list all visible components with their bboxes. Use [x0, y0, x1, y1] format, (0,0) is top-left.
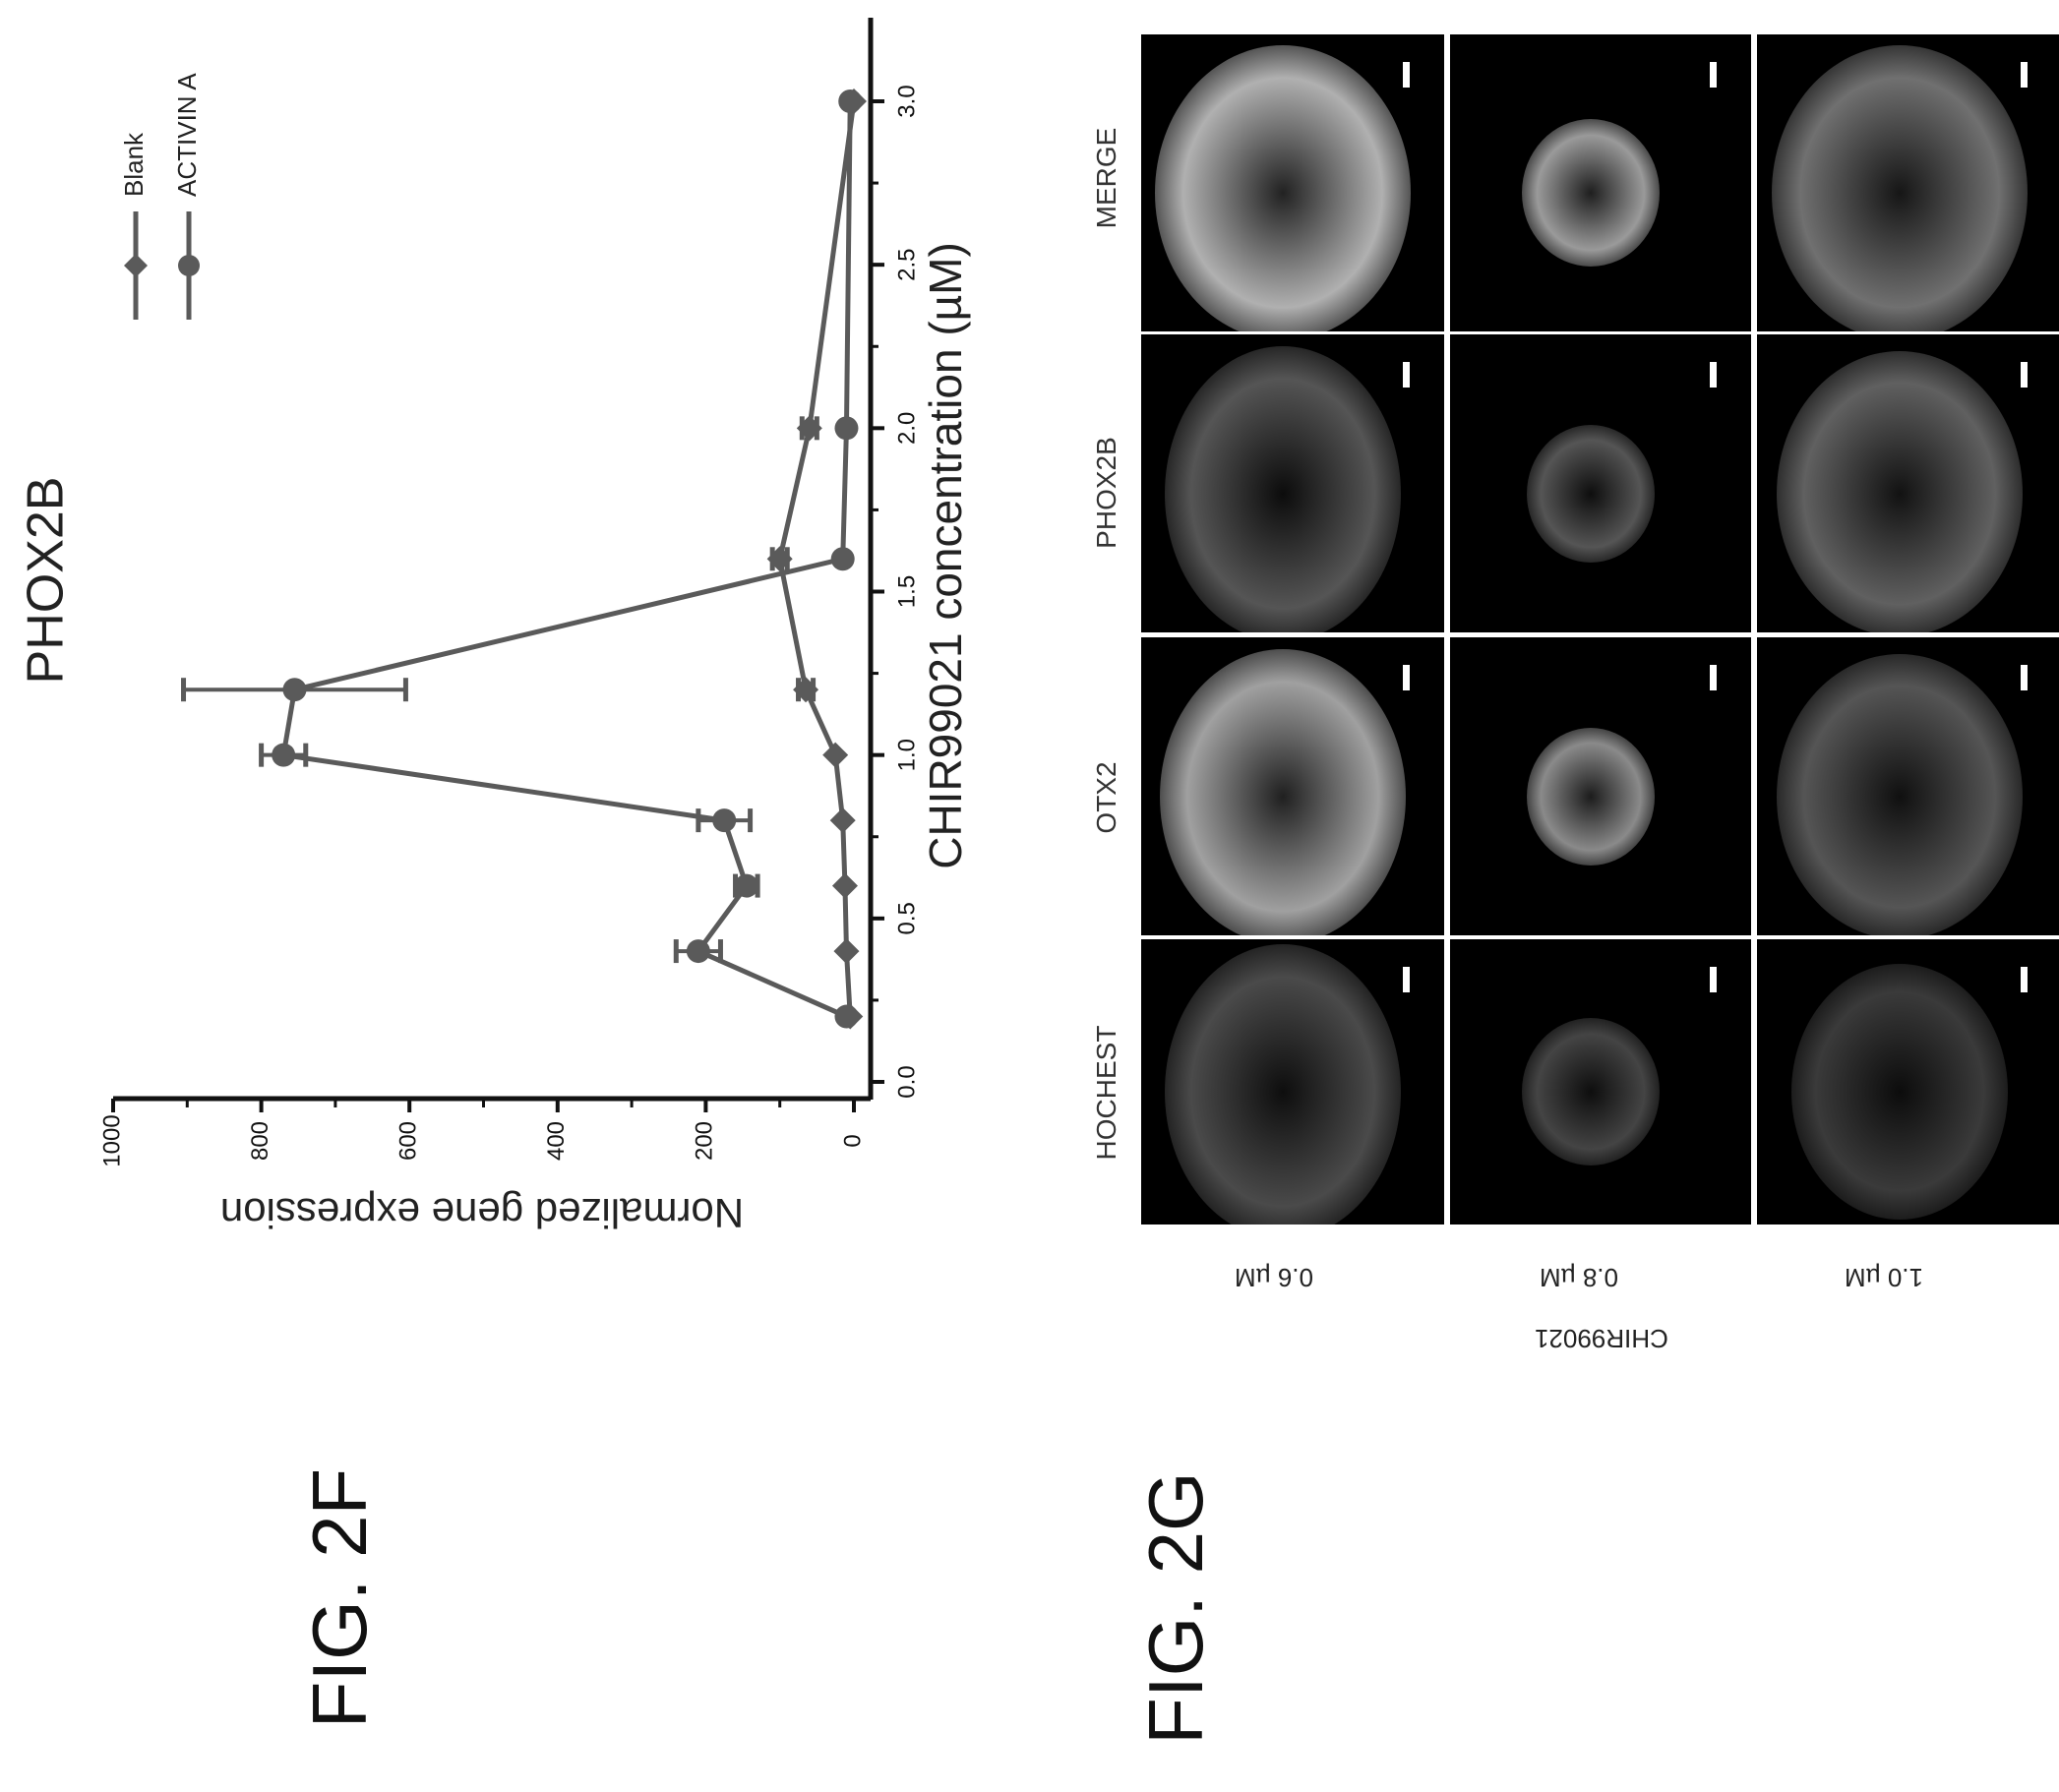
- cell-blob: [1777, 653, 2023, 935]
- y-tick-label: 600: [395, 1121, 422, 1161]
- scale-bar: [1710, 967, 1717, 992]
- y-tick-label: 800: [247, 1121, 273, 1161]
- micrograph-panel: [1450, 637, 1751, 935]
- data-point: [830, 547, 855, 571]
- micrograph-panel: [1450, 34, 1751, 331]
- scale-bar: [1710, 362, 1717, 388]
- cell-blob: [1777, 350, 2023, 632]
- cell-blob: [1155, 45, 1411, 331]
- cell-blob: [1522, 119, 1660, 267]
- x-tick-label: 3.0: [893, 85, 920, 117]
- x-tick-label: 1.5: [893, 575, 920, 608]
- x-tick-label: 2.5: [893, 248, 920, 280]
- micrograph-panel: [1141, 637, 1444, 935]
- scale-bar: [2021, 967, 2028, 992]
- scale-bar: [1403, 967, 1410, 992]
- data-point: [712, 808, 737, 833]
- cell-blob: [1527, 424, 1655, 563]
- micrograph-panel: [1450, 334, 1751, 632]
- concentration-label: 0.6 µM: [1235, 1263, 1314, 1292]
- scale-bar: [2021, 62, 2028, 88]
- concentration-label: 0.8 µM: [1540, 1263, 1619, 1292]
- legend-label: Blank: [119, 132, 149, 197]
- micrograph-panel: [1450, 939, 1751, 1225]
- data-point: [833, 938, 860, 965]
- cell-blob: [1791, 964, 2008, 1220]
- scale-bar: [1710, 665, 1717, 690]
- concentration-label: 1.0 µM: [1845, 1263, 1924, 1292]
- data-point: [734, 873, 758, 898]
- data-point: [829, 807, 856, 834]
- channel-label: PHOX2B: [1091, 437, 1121, 549]
- data-point: [686, 939, 710, 964]
- micrograph-panel: [1757, 637, 2059, 935]
- channel-label: HOCHEST: [1091, 1025, 1121, 1161]
- legend-label: ACTIVIN A: [172, 73, 202, 197]
- scale-bar: [2021, 362, 2028, 388]
- cell-blob: [1772, 45, 2028, 331]
- micrograph-panel: [1757, 334, 2059, 632]
- cell-blob: [1165, 944, 1401, 1225]
- data-point: [793, 677, 819, 703]
- micrograph-panel: [1141, 939, 1444, 1225]
- y-tick-label: 1000: [98, 1114, 125, 1166]
- compound-label: CHIR99021: [1535, 1324, 1668, 1353]
- x-tick-label: 1.0: [893, 739, 920, 771]
- cell-blob: [1160, 648, 1406, 935]
- legend-marker: [124, 254, 148, 277]
- scale-bar: [1710, 62, 1717, 88]
- scale-bar: [1403, 62, 1410, 88]
- channel-label: MERGE: [1091, 127, 1121, 229]
- legend-marker: [178, 255, 200, 276]
- x-tick-label: 2.0: [893, 412, 920, 445]
- x-tick-label: 0.5: [893, 902, 920, 934]
- data-point: [282, 678, 307, 702]
- cell-blob: [1527, 727, 1655, 866]
- data-point: [831, 872, 858, 899]
- data-point: [834, 416, 859, 441]
- cell-blob: [1522, 1018, 1660, 1165]
- micrograph-panel: [1757, 939, 2059, 1225]
- data-point: [796, 415, 822, 442]
- scale-bar: [1403, 665, 1410, 690]
- data-point: [272, 743, 296, 767]
- data-point: [834, 1004, 859, 1029]
- micrograph-panel: [1757, 34, 2059, 331]
- y-axis-title: Normalized gene expression: [220, 1190, 744, 1236]
- micrograph-panel: [1141, 34, 1444, 331]
- series-line: [280, 100, 853, 1019]
- data-point: [838, 90, 863, 113]
- y-tick-label: 400: [543, 1121, 570, 1161]
- x-tick-label: 0.0: [893, 1065, 920, 1098]
- chart-title: PHOX2B: [18, 477, 75, 685]
- data-point: [822, 742, 849, 768]
- channel-label: OTX2: [1091, 761, 1121, 834]
- cell-blob: [1165, 345, 1401, 632]
- y-tick-label: 200: [692, 1121, 718, 1161]
- scale-bar: [2021, 665, 2028, 690]
- micrograph-panel: [1141, 334, 1444, 632]
- y-tick-label: 0: [839, 1134, 866, 1147]
- x-axis-title: CHIR99021 concentration (µM): [920, 242, 971, 869]
- data-point: [766, 546, 793, 572]
- scale-bar: [1403, 362, 1410, 388]
